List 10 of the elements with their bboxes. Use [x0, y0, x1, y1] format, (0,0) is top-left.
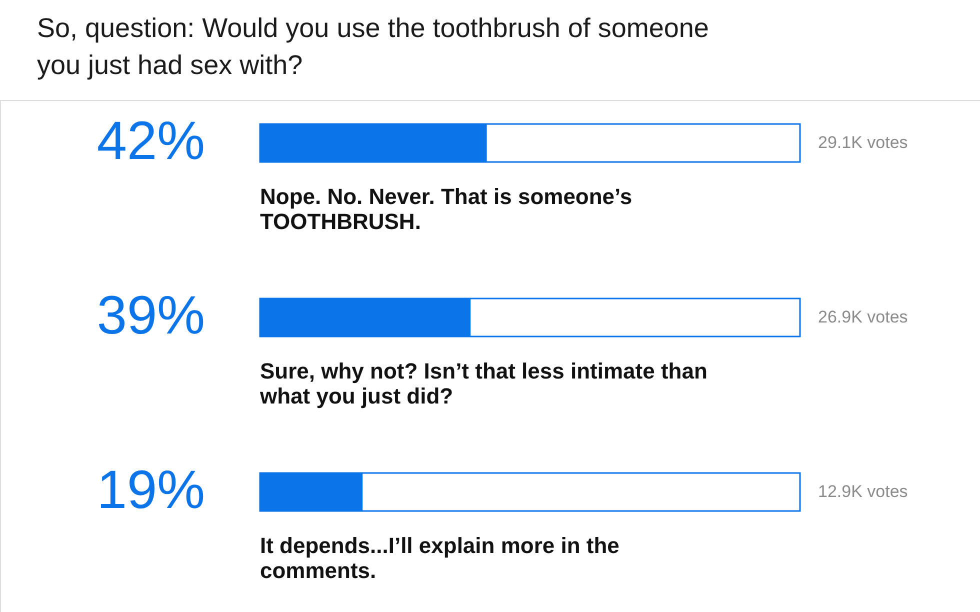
y-tick-label: Sure, why not? Isn’t that less intimate than what you just did?	[259, 358, 708, 408]
text: 12.9K votes	[818, 482, 908, 501]
y-tick-label: Nope. No. Never. That is someone’s TOOTHBRUSH.	[260, 184, 632, 234]
y-tick-label: It depends...I’ll explain more in the comments.	[260, 533, 620, 583]
data-label: 39%	[96, 286, 205, 346]
data-label: 42%	[96, 111, 205, 171]
text: 26.9K votes	[818, 308, 908, 326]
text: 29.1K votes	[818, 133, 908, 152]
chart-title: So, question: Would you use the toothbrush of someone you just had sex with?	[37, 13, 709, 80]
data-label: 19%	[96, 460, 205, 520]
